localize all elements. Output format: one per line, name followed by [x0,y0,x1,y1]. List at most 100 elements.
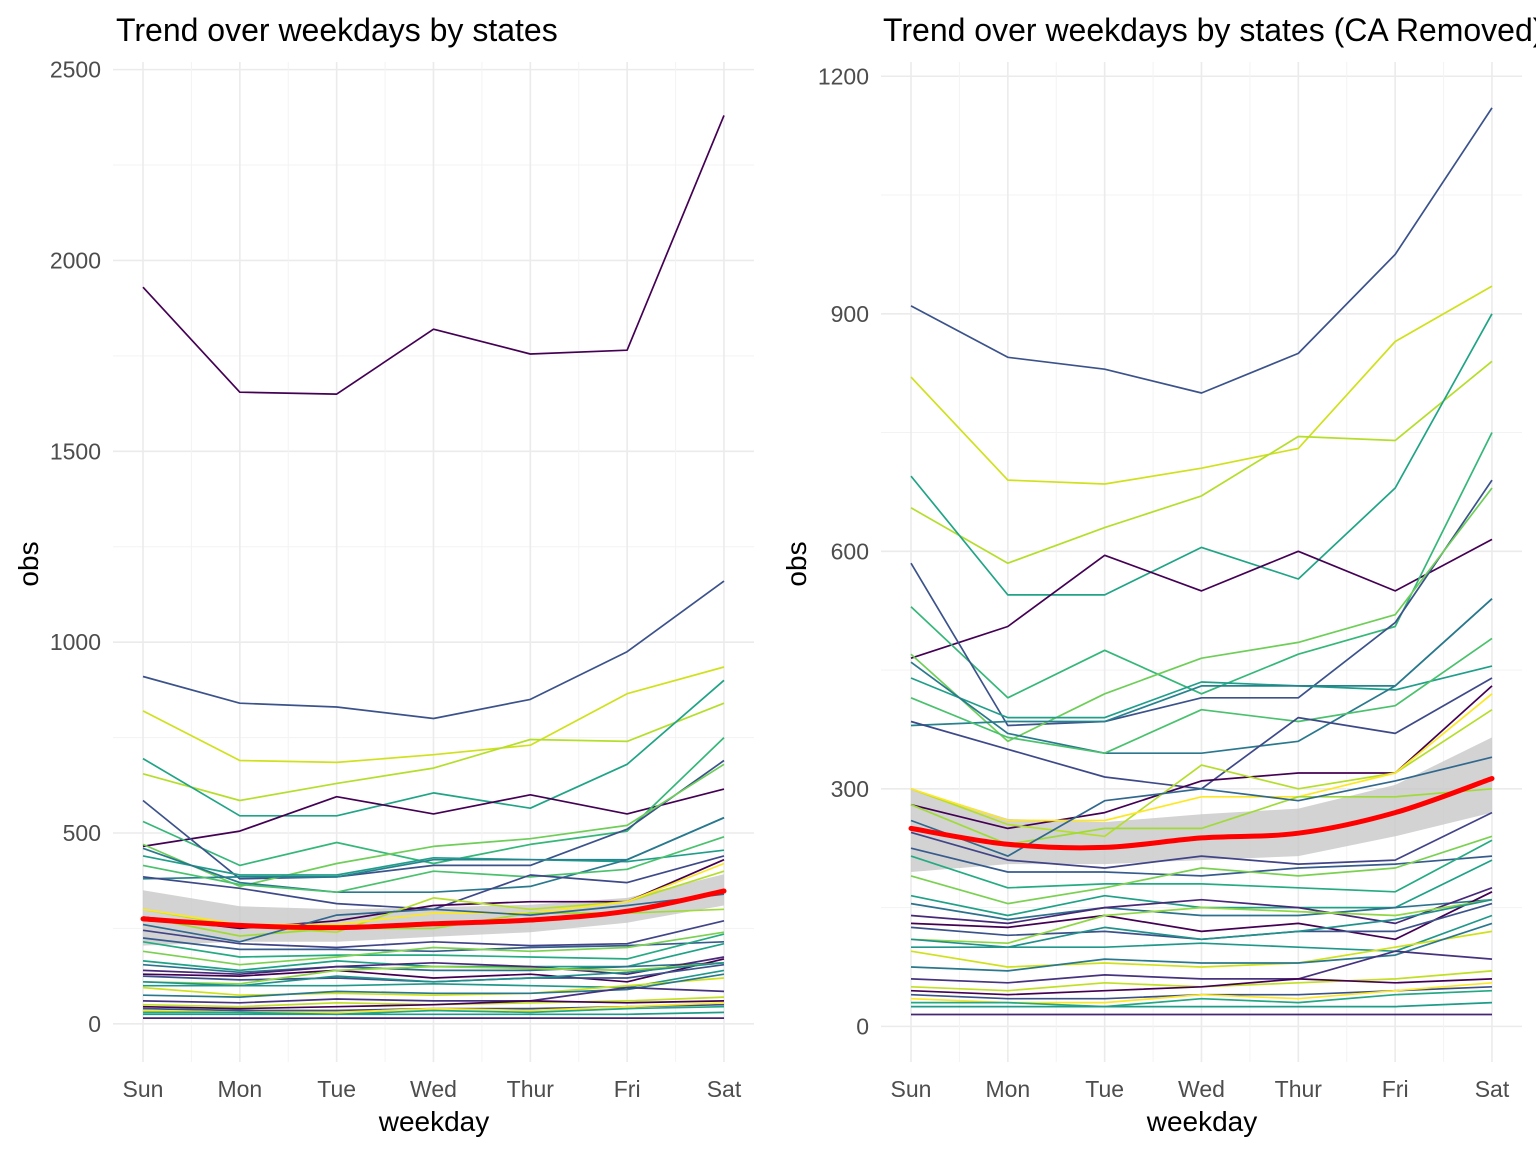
smooth-trend-line [140,888,727,931]
confidence-band [911,737,1492,872]
series-line [910,107,1493,394]
series-line [910,598,1493,755]
y-tick-label: 2500 [50,57,101,83]
x-tick-label: Tue [1085,1076,1124,1102]
y-tick-label: 2000 [50,247,101,273]
y-tick-labels: 0 300 600 900 1200 [818,63,869,1039]
series-line [142,919,725,949]
confidence-band-area [911,737,1492,872]
x-tick-labels: Sun Mon Tue Wed Thur Fri Sat [891,1076,1510,1102]
series-lines [910,107,1493,1016]
series-line [142,666,725,764]
series-line [142,736,725,867]
series-line [910,360,1493,565]
series-line [142,986,725,1004]
smooth-trend-line [908,776,1495,851]
series-line [910,432,1493,699]
series-line [142,763,725,888]
y-tick-label: 300 [831,776,869,802]
series-line [910,637,1493,755]
series-line [910,898,1493,945]
series-line [142,115,725,395]
series-line [910,313,1493,596]
series-line [910,898,1493,921]
smooth-line [140,888,727,931]
series-line [142,977,725,997]
series-line [142,933,725,960]
x-tick-label: Wed [1178,1076,1225,1102]
series-line [910,930,1493,968]
chart-title: Trend over weekdays by states (CA Remove… [883,12,1536,48]
series-line [142,759,725,880]
series-line [142,958,725,983]
series-line [910,835,1493,905]
series-line [910,693,1493,822]
y-tick-label: 0 [856,1013,869,1039]
series-line [910,487,1493,743]
series-line [142,961,725,987]
smooth-line [908,776,1495,851]
series-line [910,898,1493,949]
x-tick-label: Sat [707,1076,742,1102]
series-line [910,285,1493,485]
series-line [142,893,725,943]
x-axis-label: weekday [378,1106,490,1137]
y-tick-label: 600 [831,538,869,564]
x-axis-label: weekday [1146,1106,1258,1137]
x-tick-label: Sun [891,1076,932,1102]
x-tick-label: Thur [507,1076,555,1102]
series-line [910,811,1493,869]
x-tick-label: Tue [317,1076,356,1102]
y-tick-label: 1200 [818,63,869,89]
series-line [142,816,725,894]
series-line [142,849,725,876]
y-tick-label: 500 [63,820,101,846]
series-line [910,665,1493,719]
series-line [142,961,725,985]
series-line [143,1011,725,1016]
series-line [142,580,725,720]
chart-panel-right: Trend over weekdays by states (CA Remove… [781,12,1536,1137]
series-line [910,756,1493,857]
y-tick-label: 1000 [50,629,101,655]
series-line [910,978,1493,996]
x-tick-labels: Sun Mon Tue Wed Thur Fri Sat [123,1076,742,1102]
y-axis-label: obs [781,541,812,586]
series-line [142,937,725,953]
x-tick-label: Sun [123,1076,164,1102]
series-line [143,1005,725,1016]
x-tick-label: Wed [410,1076,457,1102]
chart-panel-left: Trend over weekdays by states 0 500 1000 15… [13,12,754,1137]
series-line [142,931,725,966]
y-tick-label: 1500 [50,438,101,464]
series-line [910,891,1493,941]
series-line [911,1001,1493,1008]
series-line [142,788,725,848]
series-line [142,679,725,817]
series-line [142,702,725,802]
series-line [910,922,1493,972]
x-tick-label: Fri [1382,1076,1409,1102]
series-line [910,847,1493,877]
x-tick-label: Sat [1475,1076,1510,1102]
series-line [142,956,725,976]
series-line [142,835,725,894]
y-tick-label: 900 [831,301,869,327]
series-line [910,950,1493,984]
y-tick-label: 0 [88,1011,101,1037]
series-line [910,538,1493,660]
series-line [142,973,725,998]
y-axis-label: obs [13,541,44,586]
x-tick-label: Thur [1275,1076,1323,1102]
series-line [910,887,1493,925]
y-tick-labels: 0 500 1000 1500 2000 2500 [50,57,101,1037]
series-line [142,961,725,974]
chart-title: Trend over weekdays by states [116,12,558,48]
x-tick-label: Fri [614,1076,641,1102]
series-line [910,479,1493,727]
x-tick-label: Mon [985,1076,1030,1102]
x-tick-label: Mon [217,1076,262,1102]
series-line [142,1000,725,1010]
